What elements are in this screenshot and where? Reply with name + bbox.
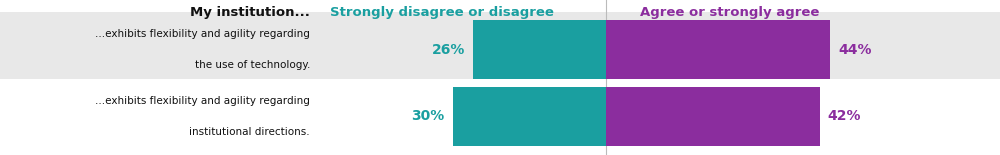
Text: 30%: 30% <box>411 109 445 123</box>
Text: Agree or strongly agree: Agree or strongly agree <box>640 6 819 19</box>
Text: the use of technology.: the use of technology. <box>195 60 310 70</box>
Text: institutional directions.: institutional directions. <box>189 127 310 137</box>
Text: 26%: 26% <box>432 43 465 57</box>
Text: 44%: 44% <box>838 43 871 57</box>
Text: 42%: 42% <box>828 109 861 123</box>
Bar <box>0 79 1000 153</box>
Text: ...exhibits flexibility and agility regarding: ...exhibits flexibility and agility rega… <box>95 96 310 106</box>
Bar <box>473 20 606 79</box>
Bar <box>0 12 1000 87</box>
Bar <box>606 20 830 79</box>
Text: Strongly disagree or disagree: Strongly disagree or disagree <box>330 6 554 19</box>
Bar <box>606 87 820 146</box>
Text: My institution...: My institution... <box>190 6 310 19</box>
Text: ...exhibits flexibility and agility regarding: ...exhibits flexibility and agility rega… <box>95 29 310 39</box>
Bar <box>453 87 606 146</box>
